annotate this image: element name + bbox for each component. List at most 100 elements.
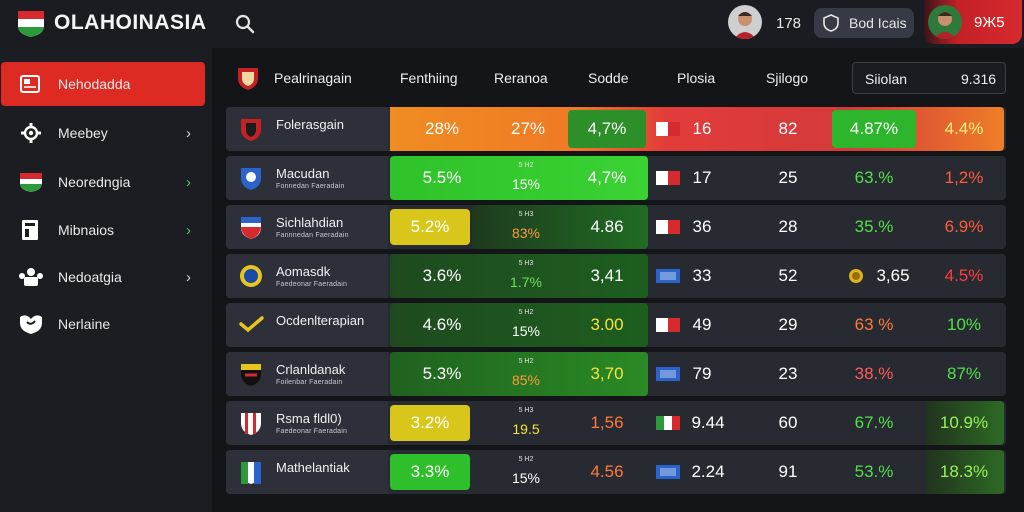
stat-caption: 5 H3 <box>518 211 534 218</box>
sidebar-item-label: Mibnaios <box>58 222 115 238</box>
team-cell: Folerasgain <box>226 107 388 151</box>
sidebar-item-mibnaios[interactable]: Mibnaios › <box>0 208 210 252</box>
table-row[interactable]: Folerasgain 28% 27% 4,7% 16 82 4.87% 4.4… <box>226 107 1006 151</box>
stat-value: 60 <box>778 413 798 432</box>
heart-shield-icon <box>20 315 42 334</box>
table-row[interactable]: Aomasdk Faedeonar Faeradain 3.6% 5 H3 1.… <box>226 254 1006 298</box>
team-cell: Crlanldanak Foilenbar Faeradain <box>226 352 388 396</box>
team-subtitle: Faedeonar Faeradain <box>276 428 348 435</box>
search-icon[interactable] <box>234 13 256 35</box>
chevron-right-icon: › <box>186 222 191 239</box>
stat-value: 1,2% <box>944 168 984 187</box>
stat-value: 4.6% <box>422 315 462 334</box>
stat-value: 33 <box>692 266 712 285</box>
stat-value: 5.2% <box>410 217 450 236</box>
stat-value: 25 <box>778 168 798 187</box>
stat-value: 4.86 <box>590 217 624 236</box>
flag-icon <box>656 367 680 381</box>
sidebar-item-nerlaine[interactable]: Nerlaine <box>0 302 210 346</box>
value-chip <box>926 450 1004 494</box>
table-row[interactable]: Ocdenlterapian 4.6% 5 H2 15% 3.00 49 29 … <box>226 303 1006 347</box>
team-name: Ocdenlterapian <box>276 313 365 328</box>
stat-value: 3,41 <box>590 266 624 285</box>
value-chip <box>926 401 1004 445</box>
app-brand[interactable]: OLAHOINASIA <box>54 11 207 34</box>
stat-value: 3.3% <box>410 462 450 481</box>
table-row[interactable]: Sichlahdian Fannnedan Faeradain 5.2% 5 H… <box>226 205 1006 249</box>
column-header-team[interactable]: Pealrinagain <box>274 70 352 86</box>
stat-value: 15% <box>511 323 541 339</box>
team-crest-icon <box>241 119 261 141</box>
team-cell: Ocdenlterapian <box>226 303 388 347</box>
stat-value: 87% <box>946 364 982 383</box>
chevron-right-icon: › <box>186 174 191 191</box>
filter-value: 9.316 <box>961 71 997 87</box>
stat-value: 3,65 <box>876 266 910 285</box>
stat-caption: 5 H2 <box>518 456 534 463</box>
team-crest-icon <box>241 462 261 484</box>
value-chip <box>390 209 470 245</box>
team-subtitle: Fannnedan Faeradain <box>276 232 349 239</box>
column-header-reranoa[interactable]: Reranoa <box>494 70 548 86</box>
stat-value: 27% <box>510 119 546 138</box>
filter-select[interactable]: Siiolan 9.316 <box>852 62 1006 94</box>
user-chip-text: 9Ж5 <box>974 14 1005 31</box>
stat-value: 85% <box>511 372 541 388</box>
column-header-sjilogo[interactable]: Sjilogo <box>766 70 809 86</box>
team-crest-icon <box>241 217 261 239</box>
stat-value: 15% <box>511 176 541 192</box>
notification-count: 178 <box>776 15 802 32</box>
value-chip <box>390 454 470 490</box>
chevron-right-icon: › <box>186 125 191 142</box>
sidebar-item-neoredngia[interactable]: Neoredngia › <box>0 160 210 204</box>
stat-value: 28 <box>778 217 798 236</box>
stat-value: 79 <box>692 364 712 383</box>
stat-value: 49 <box>692 315 712 334</box>
team-cell: Mathelantiak <box>226 450 388 494</box>
sidebar-item-nehodadda[interactable]: Nehodadda <box>0 62 210 106</box>
stat-value: 5.3% <box>422 364 462 383</box>
team-name: Crlanldanak <box>276 362 346 377</box>
avatar[interactable] <box>928 5 962 39</box>
column-header-fenthiing[interactable]: Fenthiing <box>400 70 458 86</box>
stat-value: 28% <box>424 119 460 138</box>
column-header-plosia[interactable]: Plosia <box>677 70 716 86</box>
flag-icon <box>656 171 680 185</box>
stat-value: 3.6% <box>422 266 462 285</box>
stat-value: 15% <box>511 470 541 486</box>
team-crest-icon <box>241 413 261 435</box>
stat-value: 36 <box>692 217 712 236</box>
stat-value: 23 <box>778 364 798 383</box>
team-crest-icon <box>240 265 262 287</box>
table-row[interactable]: Crlanldanak Foilenbar Faeradain 5.3% 5 H… <box>226 352 1006 396</box>
stat-value: 16 <box>692 119 712 138</box>
user-chip[interactable]: 9Ж5 <box>924 0 1022 44</box>
team-subtitle: Foilenbar Faeradain <box>276 379 343 386</box>
bet-button-label: Bod Icais <box>849 15 907 31</box>
column-header-sodde[interactable]: Sodde <box>588 70 629 86</box>
sidebar-item-label: Meebey <box>58 125 108 141</box>
team-crest-icon <box>238 68 258 90</box>
table-row[interactable]: Rsma fldl0) Faedeonar Faeradain 3.2% 5 H… <box>226 401 1006 445</box>
value-chip <box>832 110 916 148</box>
active-highlight <box>1 62 205 106</box>
team-cell: Sichlahdian Fannnedan Faeradain <box>226 205 388 249</box>
stat-caption: 5 H2 <box>518 358 534 365</box>
newspaper-icon <box>20 75 40 93</box>
stat-value: 4.5% <box>944 266 984 285</box>
stat-caption: 5 H3 <box>518 260 534 267</box>
stat-value: 1,56 <box>590 413 624 432</box>
stat-value: 91 <box>778 462 798 481</box>
sidebar-item-nedoatgia[interactable]: Nedoatgia › <box>0 255 210 299</box>
sidebar-item-meebey[interactable]: Meebey › <box>0 111 210 155</box>
table-row[interactable]: Macudan Fonnedan Faeradain 5.5% 5 H2 15%… <box>226 156 1006 200</box>
team-name: Rsma fldl0) <box>276 411 342 426</box>
value-chip <box>568 110 646 148</box>
avatar[interactable] <box>728 5 762 39</box>
sidebar-item-label: Nerlaine <box>58 316 111 332</box>
coin-icon <box>849 269 863 283</box>
table-row[interactable]: Mathelantiak 3.3% 5 H2 15% 4.56 2.24 91 … <box>226 450 1006 494</box>
stat-value: 67.% <box>854 413 894 432</box>
team-name: Folerasgain <box>276 117 344 132</box>
bet-button[interactable]: Bod Icais <box>814 8 914 38</box>
